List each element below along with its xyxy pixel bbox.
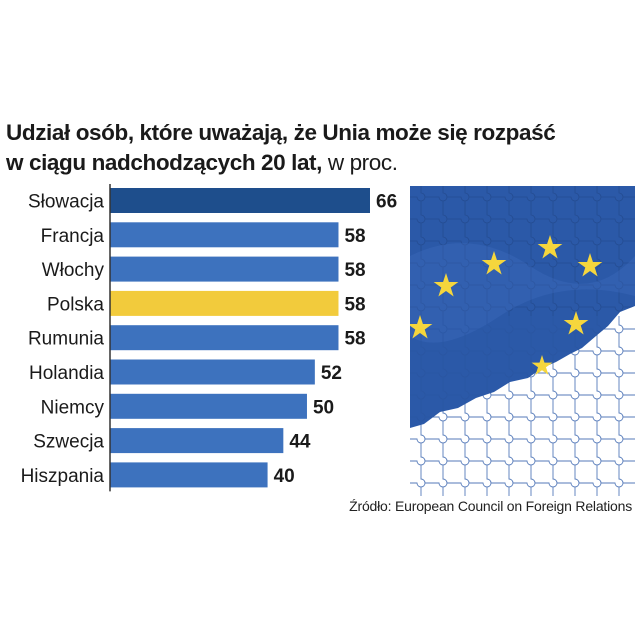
value-label: 58 [344, 226, 365, 247]
value-label: 66 [376, 192, 397, 213]
eu-stars [410, 235, 603, 375]
bar-hiszpania [110, 462, 268, 488]
star-icon [537, 235, 563, 259]
bar-włochy [110, 256, 339, 282]
category-label: Włochy [42, 260, 105, 281]
category-label: Szwecja [33, 432, 104, 453]
value-label: 58 [344, 260, 365, 281]
category-label: Słowacja [28, 192, 104, 213]
bar-słowacja [110, 188, 370, 213]
category-label: Rumunia [28, 329, 104, 350]
category-label: Hiszpania [21, 466, 105, 487]
value-label: 40 [274, 466, 295, 487]
value-label: 58 [344, 329, 365, 350]
bar-chart: Słowacja 66 Francja 58 Włochy 58 Polska 58 Rumun… [21, 184, 397, 492]
star-icon [433, 273, 459, 297]
star-icon [531, 355, 553, 375]
value-label: 50 [313, 397, 334, 418]
bar-niemcy [110, 393, 307, 419]
bar-polska [110, 290, 339, 316]
category-label: Francja [41, 226, 105, 247]
value-label: 52 [321, 363, 342, 384]
bar-holandia [110, 359, 315, 385]
bar-rumunia [110, 325, 339, 351]
category-label: Niemcy [41, 397, 105, 418]
source-note: Źródło: European Council on Foreign Rela… [349, 498, 632, 514]
title-unit: w proc. [322, 150, 398, 175]
star-icon [577, 253, 603, 277]
scattered-puzzle-pieces [410, 316, 635, 496]
star-icon [481, 251, 507, 275]
chart-title: Udział osób, które uważają, że Unia może… [6, 118, 634, 178]
eu-flag-puzzle-illustration [410, 186, 635, 496]
bar-francja [110, 222, 339, 248]
category-label: Holandia [29, 363, 104, 384]
value-label: 58 [344, 294, 365, 315]
category-label: Polska [47, 294, 104, 315]
bar-szwecja [110, 428, 284, 454]
title-line-2: w ciągu nadchodzących 20 lat, [6, 150, 323, 175]
value-label: 44 [289, 432, 311, 453]
star-icon [410, 315, 433, 339]
title-line-1: Udział osób, które uważają, że Unia może… [6, 120, 556, 145]
star-icon [563, 311, 589, 335]
